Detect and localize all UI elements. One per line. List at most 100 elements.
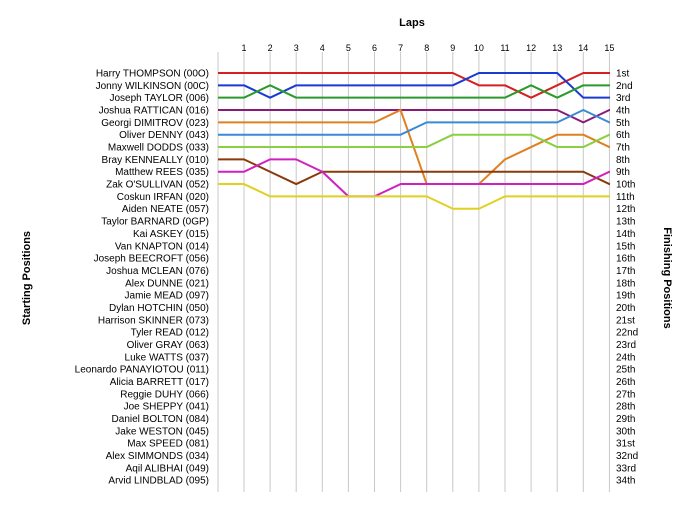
lap-tick-label: 4	[320, 43, 325, 53]
finish-position-label: 20th	[616, 303, 635, 314]
lap-tick-labels: 1 2 3 4 5 6 7 8 9 10 11 12 13 14 15	[241, 43, 614, 53]
start-position-label: Jonny WILKINSON (00C)	[96, 81, 209, 92]
series-line	[218, 133, 611, 149]
finish-position-label: 34th	[616, 476, 635, 487]
finish-position-label: 17th	[616, 266, 635, 277]
starting-position-labels: Harry THOMPSON (00O)Jonny WILKINSON (00C…	[75, 69, 209, 487]
lap-tick-label: 15	[604, 43, 614, 53]
finish-position-label: 32nd	[616, 451, 638, 462]
finish-position-label: 22nd	[616, 328, 638, 339]
series-line	[218, 84, 611, 99]
lap-tick-label: 6	[372, 43, 377, 53]
finish-position-label: 4th	[616, 106, 630, 117]
start-position-label: Harrison SKINNER (073)	[98, 315, 209, 326]
lap-tick-label: 9	[450, 43, 455, 53]
finish-position-label: 14th	[616, 229, 635, 240]
series-line	[218, 158, 611, 186]
lap-tick-label: 10	[474, 43, 484, 53]
start-position-label: Harry THOMPSON (00O)	[96, 69, 209, 80]
finish-position-label: 33rd	[616, 463, 636, 474]
finish-position-label: 15th	[616, 241, 635, 252]
lap-tick-label: 1	[241, 43, 246, 53]
lap-tick-label: 11	[500, 43, 509, 53]
lap-tick-label: 14	[578, 43, 588, 53]
lap-tick-label: 3	[294, 43, 299, 53]
start-position-label: Alex DUNNE (021)	[125, 278, 209, 289]
finish-position-label: 11th	[616, 192, 635, 203]
start-position-label: Maxwell DODDS (033)	[108, 143, 209, 154]
finish-position-label: 12th	[616, 204, 635, 215]
start-position-label: Kai ASKEY (015)	[133, 229, 209, 240]
finish-position-label: 10th	[616, 180, 635, 191]
lap-tick-label: 13	[552, 43, 562, 53]
lap-tick-label: 7	[398, 43, 403, 53]
right-axis-title: Finishing Positions	[661, 227, 673, 328]
start-position-label: Coskun IRFAN (020)	[117, 192, 209, 203]
start-position-label: Matthew REES (035)	[115, 167, 209, 178]
start-position-label: Georgi DIMITROV (023)	[101, 118, 209, 129]
lap-tick-label: 8	[424, 43, 429, 53]
start-position-label: Jamie MEAD (097)	[125, 291, 209, 302]
finish-position-label: 8th	[616, 155, 630, 166]
chart-title: Laps	[399, 17, 425, 29]
grid	[217, 52, 610, 492]
start-position-label: Tyler READ (012)	[131, 328, 209, 339]
start-position-label: Dylan HOTCHIN (050)	[109, 303, 209, 314]
start-position-label: Arvid LINDBLAD (095)	[108, 476, 209, 487]
finish-position-label: 9th	[616, 167, 630, 178]
start-position-label: Oliver GRAY (063)	[127, 340, 209, 351]
finish-position-label: 2nd	[616, 81, 633, 92]
start-position-label: Joshua MCLEAN (076)	[106, 266, 209, 277]
finish-position-label: 28th	[616, 402, 635, 413]
start-position-label: Van KNAPTON (014)	[115, 241, 209, 252]
series-line	[218, 109, 611, 124]
finish-position-label: 27th	[616, 389, 635, 400]
start-position-label: Aqil ALIBHAI (049)	[126, 463, 209, 474]
start-position-label: Luke WATTS (037)	[125, 352, 209, 363]
finish-position-label: 1st	[616, 69, 630, 80]
start-position-label: Daniel BOLTON (084)	[112, 414, 209, 425]
start-position-label: Alicia BARRETT (017)	[110, 377, 209, 388]
start-position-label: Leonardo PANAYIOTOU (011)	[75, 365, 209, 376]
series-line	[218, 109, 611, 136]
start-position-label: Taylor BARNARD (0GP)	[101, 217, 209, 228]
finish-position-label: 30th	[616, 426, 635, 437]
finish-position-label: 26th	[616, 377, 635, 388]
finish-position-label: 5th	[616, 118, 630, 129]
left-axis-title: Starting Positions	[21, 231, 33, 325]
finish-position-label: 31st	[616, 439, 635, 450]
finish-position-label: 13th	[616, 217, 635, 228]
start-position-label: Oliver DENNY (043)	[119, 130, 209, 141]
lap-tick-label: 2	[268, 43, 273, 53]
finish-position-label: 19th	[616, 291, 635, 302]
finish-position-label: 7th	[616, 143, 630, 154]
lap-tick-label: 12	[526, 43, 536, 53]
finish-position-label: 29th	[616, 414, 635, 425]
series-line	[218, 72, 611, 99]
start-position-label: Joe SHEPPY (041)	[124, 402, 209, 413]
start-position-label: Reggie DUHY (066)	[120, 389, 209, 400]
finish-position-label: 16th	[616, 254, 635, 265]
series-line	[218, 183, 611, 210]
start-position-label: Bray KENNEALLY (010)	[102, 155, 209, 166]
start-position-label: Joseph BEECROFT (056)	[94, 254, 209, 265]
start-position-label: Jake WESTON (045)	[115, 426, 209, 437]
finish-position-label: 18th	[616, 278, 635, 289]
finish-position-label: 6th	[616, 130, 630, 141]
lap-tick-label: 5	[346, 43, 351, 53]
finish-position-label: 24th	[616, 352, 635, 363]
start-position-label: Joshua RATTICAN (016)	[99, 106, 209, 117]
start-position-label: Joseph TAYLOR (006)	[110, 93, 210, 104]
finish-position-label: 23rd	[616, 340, 636, 351]
start-position-label: Aiden NEATE (057)	[122, 204, 209, 215]
finish-position-label: 3rd	[616, 93, 630, 104]
series-lines	[218, 72, 611, 210]
series-line	[218, 158, 611, 198]
finish-position-label: 21st	[616, 315, 635, 326]
finish-position-label: 25th	[616, 365, 635, 376]
start-position-label: Max SPEED (081)	[127, 439, 209, 450]
start-position-label: Alex SIMMONDS (034)	[106, 451, 209, 462]
start-position-label: Zak O'SULLIVAN (052)	[106, 180, 209, 191]
